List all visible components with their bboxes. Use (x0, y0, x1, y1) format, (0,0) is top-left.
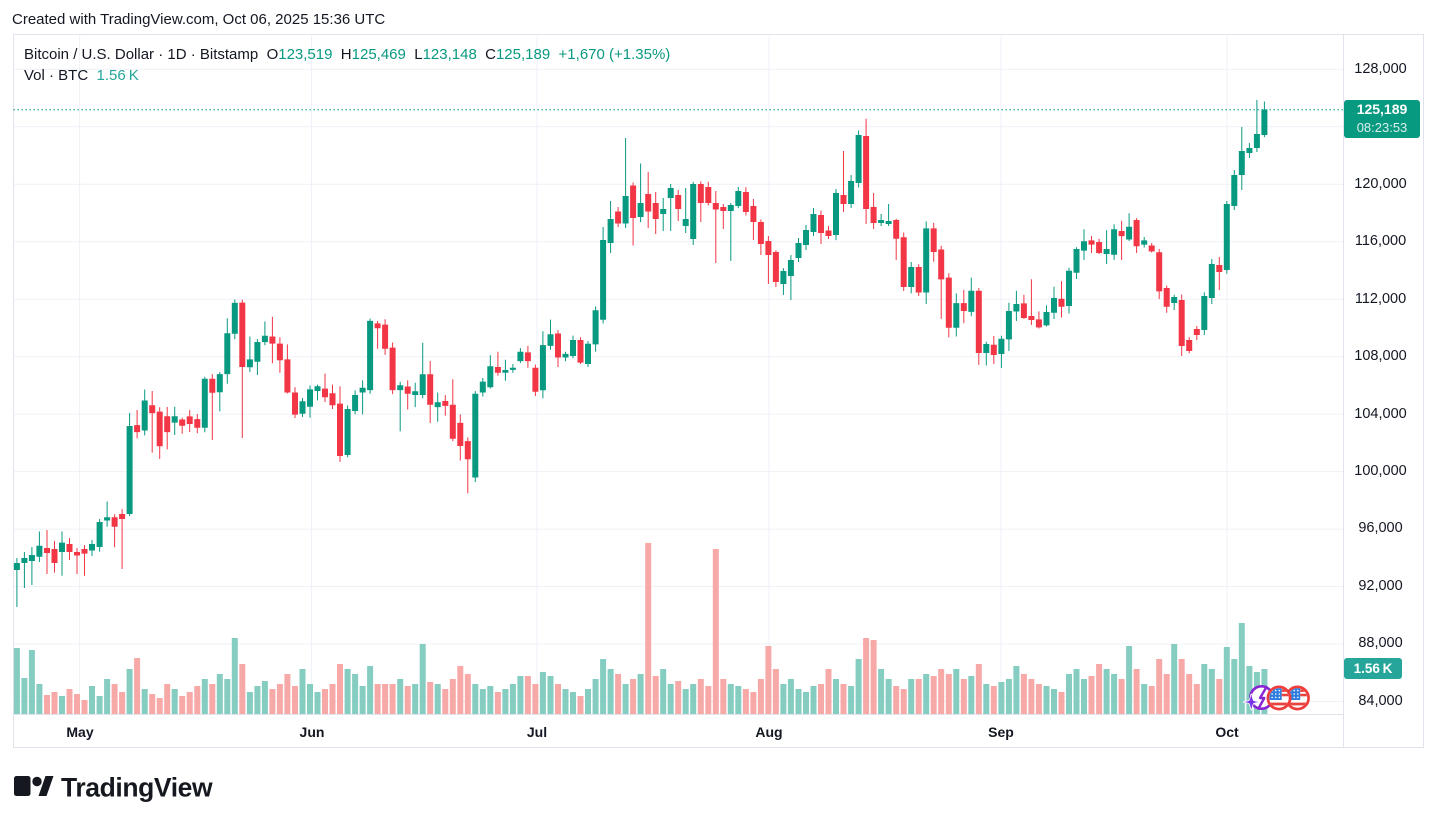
svg-text:TradingView: TradingView (61, 773, 213, 803)
